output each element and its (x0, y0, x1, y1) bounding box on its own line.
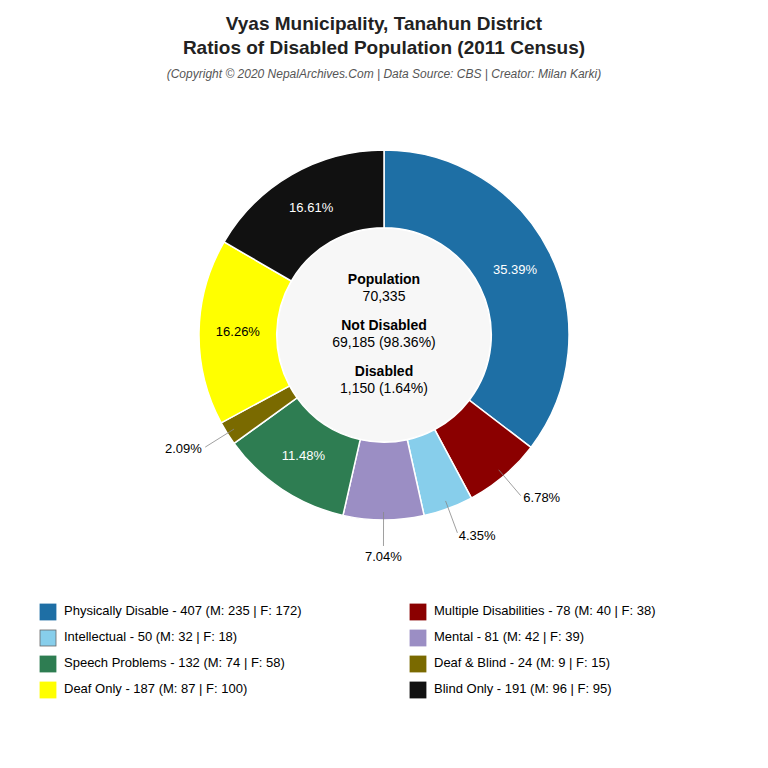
legend-item: Deaf & Blind - 24 (M: 9 | F: 15) (410, 655, 610, 672)
legend-label: Mental - 81 (M: 42 | F: 39) (434, 629, 584, 644)
legend-label: Physically Disable - 407 (M: 235 | F: 17… (64, 603, 301, 618)
data-label: 6.78% (523, 490, 560, 505)
data-label: 11.48% (282, 448, 326, 463)
legend-label: Intellectual - 50 (M: 32 | F: 18) (64, 629, 237, 644)
annotation: 1,150 (1.64%) (340, 380, 428, 396)
data-label: 7.04% (365, 549, 402, 564)
legend-item: Intellectual - 50 (M: 32 | F: 18) (40, 629, 237, 646)
leader-line (446, 501, 458, 533)
legend-item: Physically Disable - 407 (M: 235 | F: 17… (40, 603, 301, 620)
data-label: 35.39% (493, 262, 538, 277)
annotation: Population (348, 271, 420, 287)
centre-disc (278, 229, 491, 442)
title: Ratios of Disabled Population (2011 Cens… (183, 37, 585, 58)
legend-swatch (410, 682, 426, 698)
legend-item: Speech Problems - 132 (M: 74 | F: 58) (40, 655, 285, 672)
legend-label: Deaf & Blind - 24 (M: 9 | F: 15) (434, 655, 610, 670)
data-label: 16.61% (289, 200, 334, 215)
data-label: 16.26% (216, 324, 261, 339)
title: Vyas Municipality, Tanahun District (226, 13, 543, 34)
legend-item: Blind Only - 191 (M: 96 | F: 95) (410, 681, 612, 698)
annotation: 70,335 (363, 288, 406, 304)
subtitle: (Copyright © 2020 NepalArchives.Com | Da… (167, 67, 602, 81)
legend-swatch (40, 682, 56, 698)
leader-line (383, 512, 384, 546)
legend-swatch (410, 656, 426, 672)
data-label: 2.09% (165, 441, 202, 456)
leader-line (499, 470, 521, 496)
legend-label: Blind Only - 191 (M: 96 | F: 95) (434, 681, 612, 696)
legend-item: Deaf Only - 187 (M: 87 | F: 100) (40, 681, 247, 698)
annotation: Disabled (355, 363, 413, 379)
chart: Vyas Municipality, Tanahun District Ratio… (0, 0, 768, 768)
legend-label: Deaf Only - 187 (M: 87 | F: 100) (64, 681, 247, 696)
legend-item: Multiple Disabilities - 78 (M: 40 | F: 3… (410, 603, 656, 620)
legend-swatch (410, 604, 426, 620)
legend-swatch (40, 604, 56, 620)
legend-swatch (410, 630, 426, 646)
legend: Physically Disable - 407 (M: 235 | F: 17… (40, 603, 656, 698)
annotation: Not Disabled (341, 317, 427, 333)
annotation: 69,185 (98.36%) (332, 334, 436, 350)
data-label: 4.35% (459, 528, 496, 543)
legend-label: Multiple Disabilities - 78 (M: 40 | F: 3… (434, 603, 656, 618)
legend-label: Speech Problems - 132 (M: 74 | F: 58) (64, 655, 285, 670)
legend-item: Mental - 81 (M: 42 | F: 39) (410, 629, 584, 646)
legend-swatch (40, 656, 56, 672)
donut: 35.39% 6.78% 4.35% 7.04% 11.48% 2.09% 16.26% 16… (165, 150, 569, 564)
leader-line (205, 429, 234, 447)
legend-swatch (40, 630, 56, 646)
